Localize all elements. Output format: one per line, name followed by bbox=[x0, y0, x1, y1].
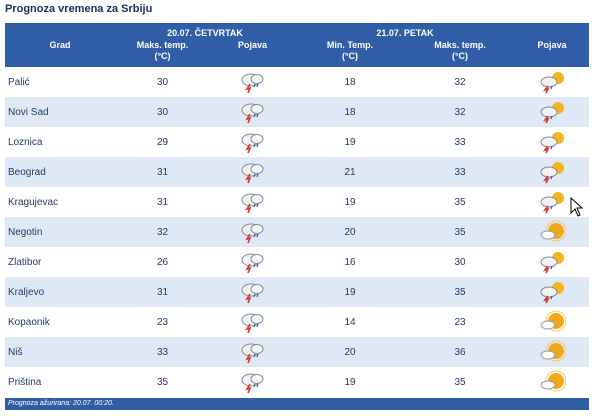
max-temp-day1: 31 bbox=[156, 166, 169, 178]
header-pojava1: Pojava bbox=[237, 40, 268, 50]
sun-storm-cloud-icon bbox=[515, 190, 589, 214]
min-temp-day2: 16 bbox=[344, 256, 356, 268]
mouse-cursor-icon bbox=[570, 197, 584, 217]
max-temp-day2: 36 bbox=[454, 346, 466, 358]
table-row: Zlatibor 26 16 30 bbox=[5, 247, 589, 277]
city-name: Novi Sad bbox=[8, 106, 49, 118]
table-row: Negotin 32 20 35 bbox=[5, 217, 589, 247]
storm-cloud-icon bbox=[210, 220, 295, 244]
storm-cloud-icon bbox=[210, 310, 295, 334]
table-row: Niš 33 20 36 bbox=[5, 337, 589, 367]
storm-cloud-icon bbox=[210, 250, 295, 274]
table-row: Priština 35 19 35 bbox=[5, 367, 589, 397]
max-temp-day2: 35 bbox=[454, 196, 466, 208]
max-temp-day2: 33 bbox=[454, 136, 466, 148]
storm-cloud-icon bbox=[210, 130, 295, 154]
sun-cloud-icon bbox=[515, 310, 589, 334]
sun-storm-cloud-icon bbox=[515, 160, 589, 184]
header-day2: 21.07. PETAK bbox=[376, 28, 434, 38]
storm-cloud-icon bbox=[210, 340, 295, 364]
max-temp-day2: 30 bbox=[454, 256, 466, 268]
max-temp-day2: 35 bbox=[454, 286, 466, 298]
city-name: Niš bbox=[8, 346, 23, 358]
max-temp-day2: 35 bbox=[454, 226, 466, 238]
header-max1: Maks. temp. bbox=[136, 40, 189, 50]
city-name: Negotin bbox=[8, 226, 43, 238]
header-max2-unit: (°C) bbox=[451, 51, 469, 61]
sun-cloud-icon bbox=[515, 220, 589, 244]
max-temp-day2: 33 bbox=[454, 166, 466, 178]
header-day1: 20.07. ČETVRTAK bbox=[167, 28, 243, 38]
page-title: Prognoza vremena za Srbiju bbox=[5, 3, 153, 15]
storm-cloud-icon bbox=[210, 70, 295, 94]
storm-cloud-icon bbox=[210, 280, 295, 304]
city-name: Kopaonik bbox=[8, 316, 50, 328]
table-header: Grad 20.07. ČETVRTAK Maks. temp. (°C) Po… bbox=[5, 23, 589, 67]
city-name: Palić bbox=[8, 76, 30, 88]
forecast-table: Grad 20.07. ČETVRTAK Maks. temp. (°C) Po… bbox=[5, 23, 589, 397]
sun-storm-cloud-icon bbox=[515, 250, 589, 274]
min-temp-day2: 19 bbox=[344, 136, 356, 148]
max-temp-day1: 29 bbox=[156, 136, 169, 148]
sun-storm-cloud-icon bbox=[515, 70, 589, 94]
min-temp-day2: 19 bbox=[344, 196, 356, 208]
min-temp-day2: 21 bbox=[344, 166, 356, 178]
city-name: Loznica bbox=[8, 136, 43, 148]
max-temp-day2: 23 bbox=[454, 316, 466, 328]
header-pojava2: Pojava bbox=[537, 40, 567, 50]
sun-storm-cloud-icon bbox=[515, 100, 589, 124]
max-temp-day1: 31 bbox=[156, 196, 169, 208]
min-temp-day2: 19 bbox=[344, 376, 356, 388]
min-temp-day2: 20 bbox=[344, 226, 356, 238]
min-temp-day2: 18 bbox=[344, 76, 356, 88]
city-name: Zlatibor bbox=[8, 256, 42, 268]
sun-cloud-icon bbox=[515, 340, 589, 364]
table-row: Beograd 31 21 33 bbox=[5, 157, 589, 187]
max-temp-day1: 30 bbox=[156, 106, 169, 118]
storm-cloud-icon bbox=[210, 370, 295, 394]
max-temp-day2: 32 bbox=[454, 76, 466, 88]
sun-storm-cloud-icon bbox=[515, 280, 589, 304]
storm-cloud-icon bbox=[210, 100, 295, 124]
city-name: Kragujevac bbox=[8, 196, 59, 208]
sun-cloud-icon bbox=[515, 370, 589, 394]
city-name: Beograd bbox=[8, 166, 46, 178]
min-temp-day2: 14 bbox=[344, 316, 356, 328]
max-temp-day1: 23 bbox=[156, 316, 169, 328]
max-temp-day1: 32 bbox=[156, 226, 169, 238]
header-max1-unit: (°C) bbox=[154, 51, 171, 61]
max-temp-day1: 26 bbox=[156, 256, 169, 268]
table-row: Kragujevac 31 19 35 bbox=[5, 187, 589, 217]
storm-cloud-icon bbox=[210, 190, 295, 214]
table-row: Palić 30 18 32 bbox=[5, 67, 589, 97]
table-row: Kopaonik 23 14 23 bbox=[5, 307, 589, 337]
min-temp-day2: 19 bbox=[344, 286, 356, 298]
city-name: Priština bbox=[8, 376, 42, 388]
header-city: Grad bbox=[49, 40, 71, 50]
table-row: Kraljevo 31 19 35 bbox=[5, 277, 589, 307]
sun-storm-cloud-icon bbox=[515, 130, 589, 154]
storm-cloud-icon bbox=[210, 160, 295, 184]
min-temp-day2: 18 bbox=[344, 106, 356, 118]
max-temp-day1: 31 bbox=[156, 286, 169, 298]
max-temp-day1: 33 bbox=[156, 346, 169, 358]
max-temp-day2: 35 bbox=[454, 376, 466, 388]
header-min2-unit: (°C) bbox=[341, 51, 359, 61]
table-row: Novi Sad 30 18 32 bbox=[5, 97, 589, 127]
max-temp-day1: 35 bbox=[156, 376, 169, 388]
min-temp-day2: 20 bbox=[344, 346, 356, 358]
max-temp-day1: 30 bbox=[156, 76, 169, 88]
table-body: Palić 30 18 32 Novi Sad 30 18 32 Loznica… bbox=[5, 67, 589, 397]
table-row: Loznica 29 19 33 bbox=[5, 127, 589, 157]
updated-footer: Prognoza ažurirana: 20.07. 00:20. bbox=[5, 398, 589, 410]
city-name: Kraljevo bbox=[8, 286, 45, 298]
header-min2: Min. Temp. bbox=[326, 40, 374, 50]
header-max2: Maks. temp. bbox=[434, 40, 486, 50]
max-temp-day2: 32 bbox=[454, 106, 466, 118]
